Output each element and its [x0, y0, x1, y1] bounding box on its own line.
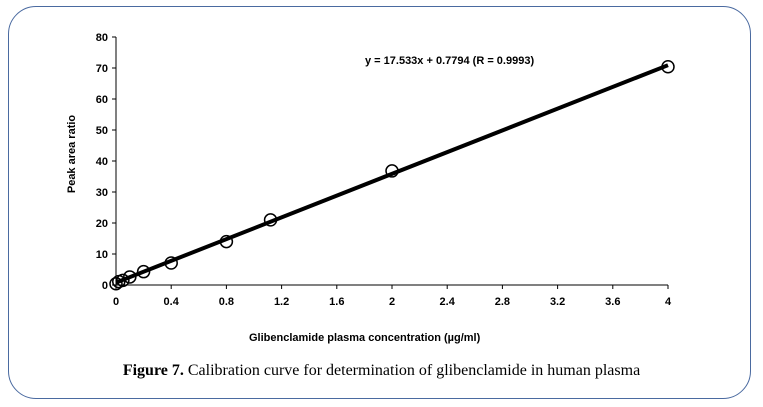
y-tick-label: 30	[96, 187, 108, 199]
data-point	[123, 270, 137, 284]
regression-line	[115, 63, 669, 285]
x-tick-label: 0.8	[219, 296, 234, 308]
data-point	[385, 164, 399, 178]
y-tick-label: 10	[96, 249, 108, 261]
y-tick-label: 20	[96, 218, 108, 230]
y-tick-label: 70	[96, 63, 108, 75]
y-tick-label: 0	[102, 280, 108, 292]
x-tick-label: 0	[113, 296, 119, 308]
data-point	[263, 213, 278, 227]
data-point	[219, 234, 234, 249]
x-tick-label: 3.2	[550, 296, 565, 308]
regression-equation: y = 17.533x + 0.7794 (R = 0.9993)	[365, 55, 534, 67]
data-point	[109, 277, 123, 291]
x-tick-label: 2.4	[440, 296, 456, 308]
data-point	[116, 273, 130, 288]
x-tick-label: 1.6	[329, 296, 344, 308]
data-point	[136, 264, 151, 279]
x-tick-label: 1.2	[274, 296, 289, 308]
y-tick-label: 40	[96, 156, 108, 168]
y-tick-label: 80	[96, 32, 108, 44]
x-tick-label: 2.8	[495, 296, 510, 308]
y-axis-label: Peak area ratio	[66, 115, 78, 194]
figure-caption: Figure 7. Calibration curve for determin…	[0, 362, 763, 380]
figure-frame	[8, 6, 751, 399]
figure-number: Figure 7.	[122, 362, 184, 379]
x-tick-label: 2	[389, 296, 395, 308]
x-tick-label: 4	[665, 296, 672, 308]
x-tick-label: 3.6	[605, 296, 620, 308]
data-point	[164, 256, 178, 270]
y-tick-label: 50	[96, 125, 108, 137]
x-tick-label: 0.4	[164, 296, 180, 308]
data-point	[661, 60, 675, 74]
caption-text: Calibration curve for determination of g…	[183, 362, 641, 379]
x-axis-label: Glibenclamide plasma concentration (µg/m…	[249, 332, 481, 344]
y-tick-label: 60	[96, 94, 108, 106]
